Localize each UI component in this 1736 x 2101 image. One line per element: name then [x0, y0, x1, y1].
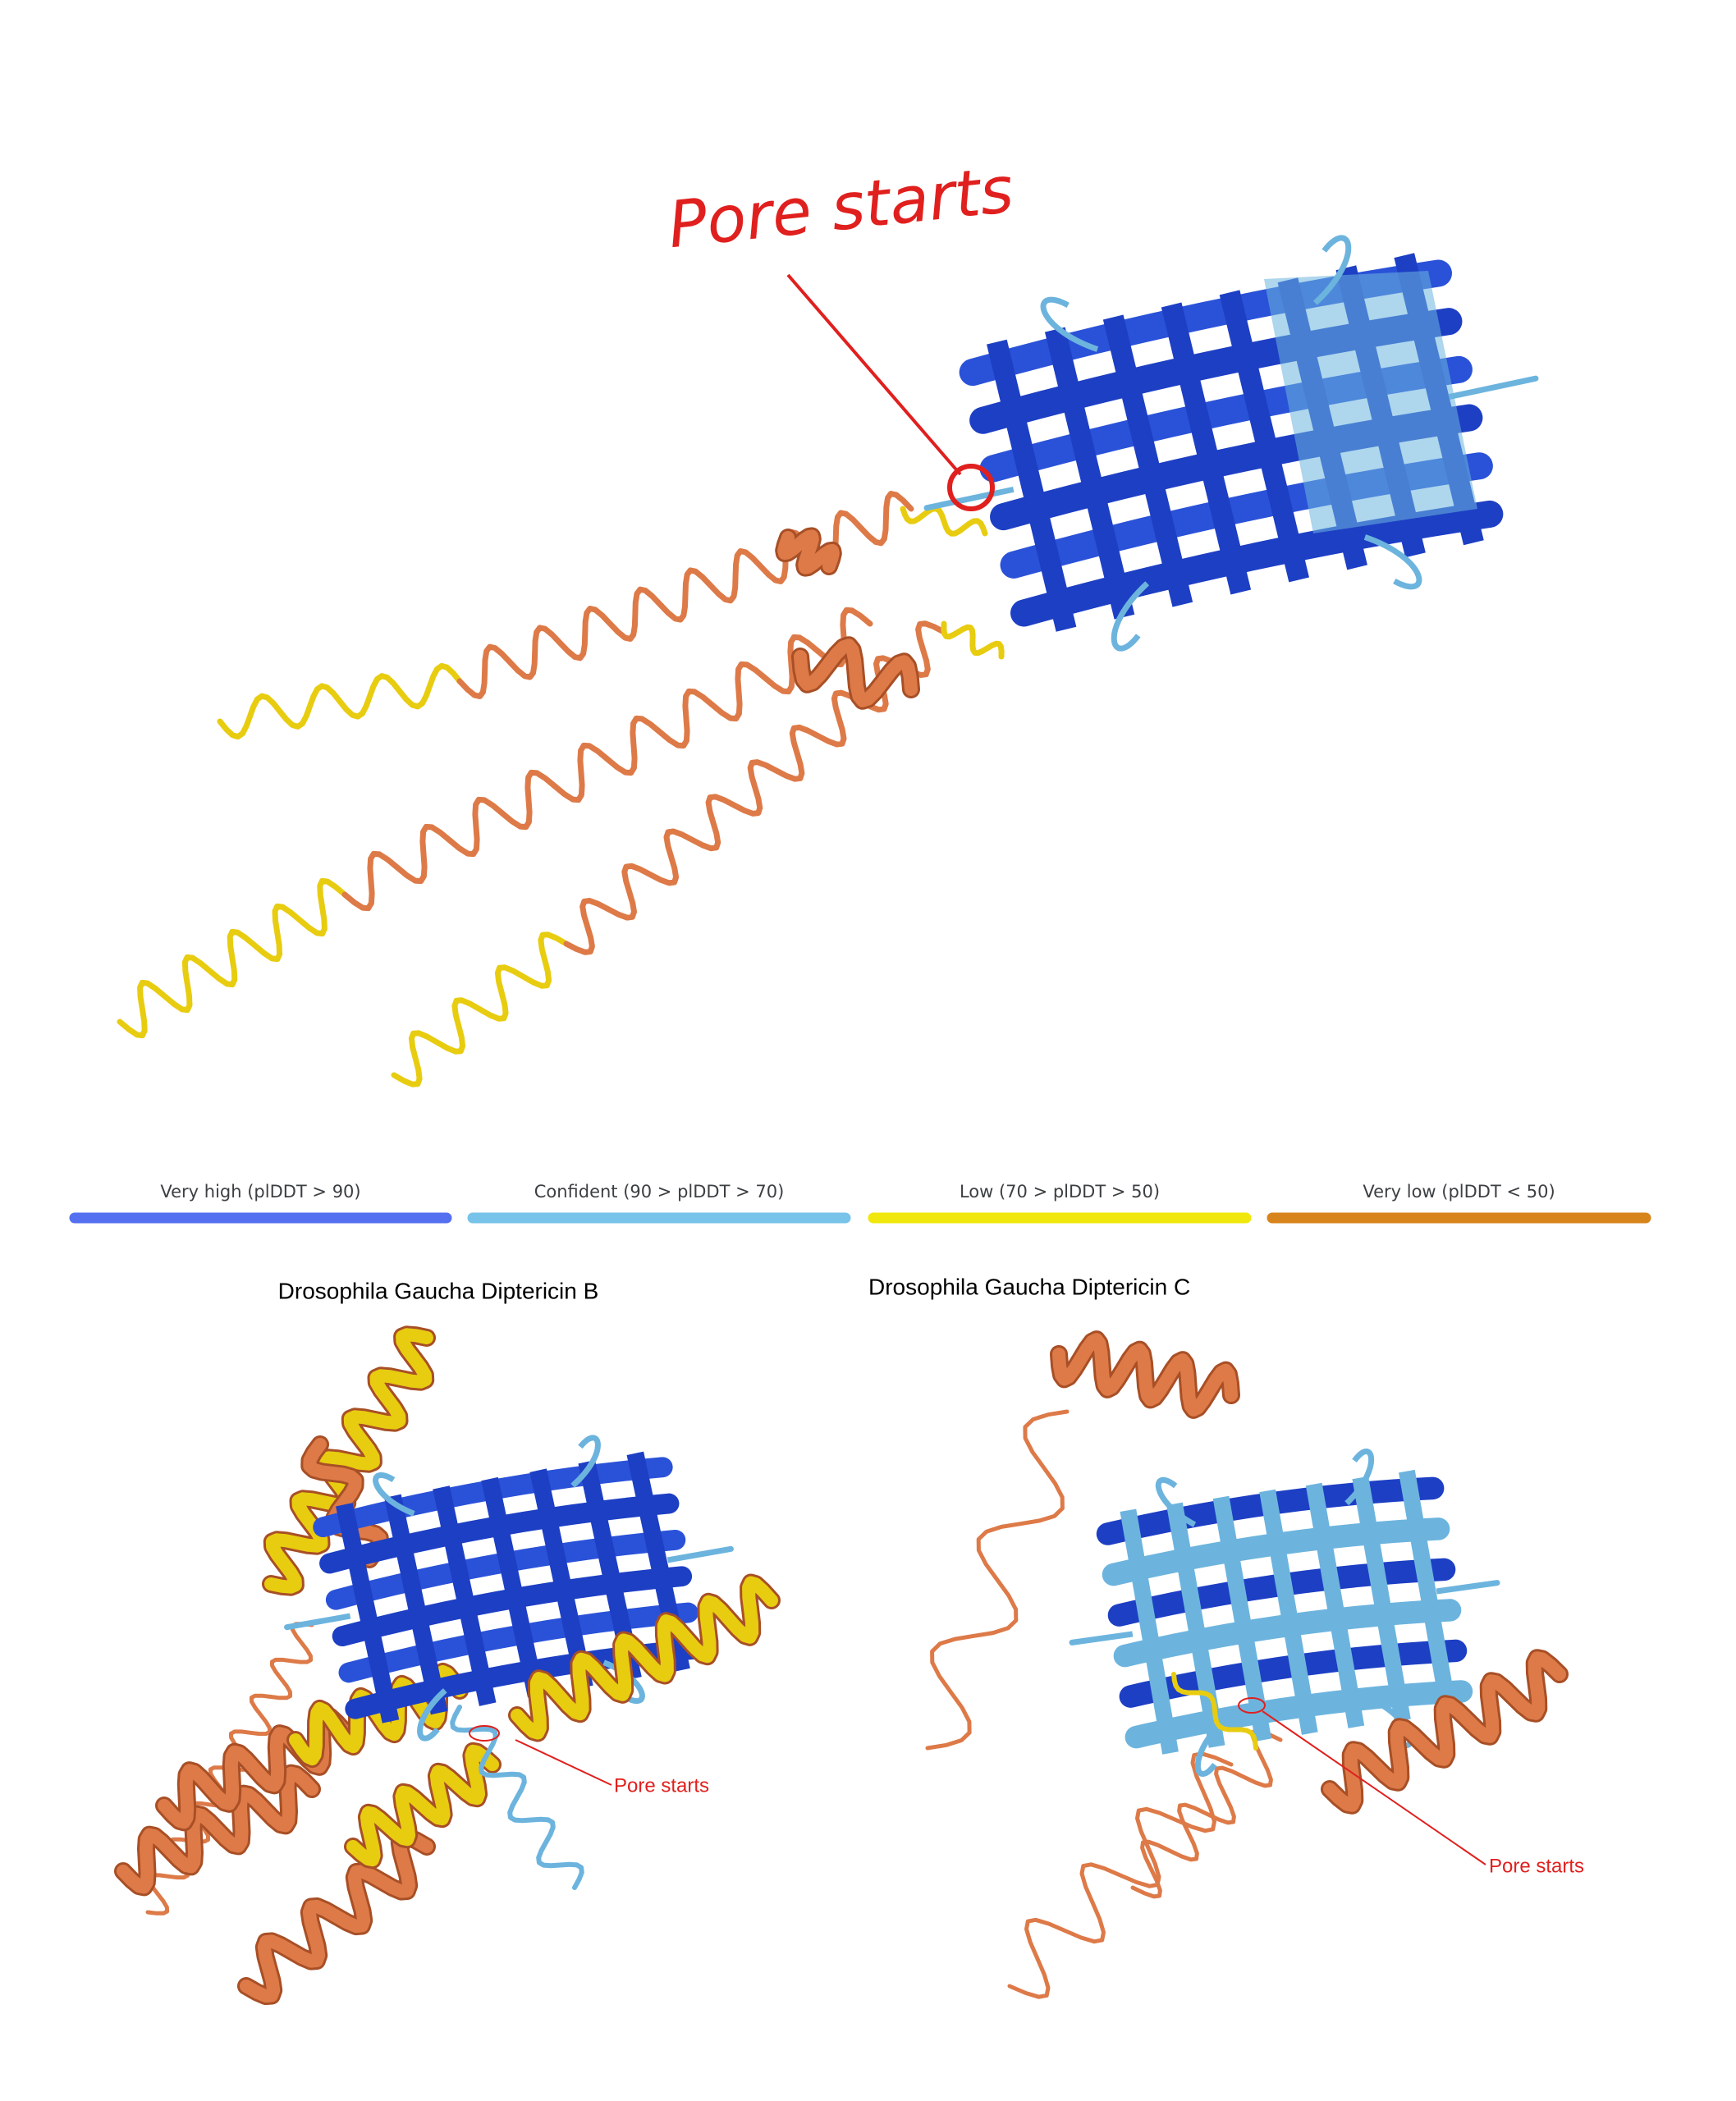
strand [1219, 290, 1309, 583]
legend-label: Confident (90 > plDDT > 70) [534, 1182, 785, 1202]
pore-marker [947, 464, 995, 511]
strand [1120, 1508, 1179, 1755]
chain [289, 1664, 466, 1766]
legend-label: Low (70 > plDDT > 50) [960, 1182, 1160, 1202]
annotation-pointer [1262, 1710, 1486, 1865]
loop [666, 1545, 734, 1563]
loop [417, 1688, 447, 1742]
loop [1436, 1580, 1500, 1595]
chain [794, 639, 918, 707]
strand [1102, 314, 1193, 607]
chain [391, 931, 570, 1087]
strand [1259, 1489, 1318, 1735]
chain [1323, 1651, 1566, 1812]
legend-label: Very high (plDDT > 90) [160, 1182, 360, 1202]
chain [511, 1576, 778, 1740]
panel-title: Drosophila Gaucha Diptericin C [868, 1274, 1190, 1299]
loop [1069, 1631, 1134, 1646]
chain [341, 606, 873, 912]
chain [1052, 1333, 1238, 1417]
strand [1044, 327, 1135, 620]
chain [117, 1766, 318, 1894]
chain [777, 529, 840, 574]
legend: Very high (plDDT > 90) Confident (90 > pl… [69, 1182, 1651, 1224]
strand [433, 1485, 497, 1706]
strand [1212, 1495, 1272, 1742]
annotation-pointer [515, 1739, 612, 1786]
barrel [923, 235, 1539, 652]
chain [941, 620, 1005, 660]
loop [1194, 1719, 1225, 1777]
strand [1305, 1482, 1365, 1728]
top-annotation: Pore starts [665, 153, 1017, 263]
loop [284, 1613, 351, 1631]
chain [117, 877, 348, 1039]
strand [1352, 1476, 1411, 1722]
chain [217, 662, 463, 740]
strand [481, 1476, 545, 1698]
chain [1130, 1728, 1283, 1899]
annotation-pointer [786, 273, 962, 476]
loop [1344, 1449, 1375, 1506]
structures [114, 235, 1569, 2006]
strand [529, 1468, 593, 1689]
loop [373, 1472, 415, 1517]
loop [1448, 375, 1539, 401]
loop [570, 1435, 601, 1488]
chain [925, 1409, 1070, 1751]
chain [450, 1705, 584, 1890]
pore-marker [1238, 1697, 1266, 1714]
barrel [1069, 1449, 1500, 1777]
strand [336, 1503, 400, 1723]
chain [900, 506, 988, 537]
loop [1155, 1477, 1197, 1527]
panel-annotation: Pore starts [1489, 1855, 1584, 1877]
chain [303, 1438, 387, 1566]
pore-marker [469, 1725, 500, 1742]
strand [1166, 1502, 1225, 1748]
chain [346, 1744, 499, 1867]
panel-annotation: Pore starts [614, 1774, 709, 1797]
legend-label: Very low (plDDT < 50) [1363, 1182, 1555, 1202]
chain [158, 1708, 351, 1829]
loop [1040, 296, 1099, 352]
chain [1171, 1672, 1258, 1751]
strand [1161, 302, 1252, 595]
loop [1363, 534, 1422, 590]
panel-title: Drosophila Gaucha Diptericin B [278, 1278, 599, 1303]
strand [1399, 1469, 1458, 1716]
loop [1111, 581, 1150, 652]
chain [240, 1829, 433, 2003]
strand [1010, 500, 1504, 627]
chain [456, 491, 914, 699]
strand [384, 1494, 448, 1715]
strand [987, 339, 1077, 632]
chain [1007, 1751, 1234, 1999]
chain [264, 1328, 433, 1594]
strand [1264, 271, 1477, 533]
